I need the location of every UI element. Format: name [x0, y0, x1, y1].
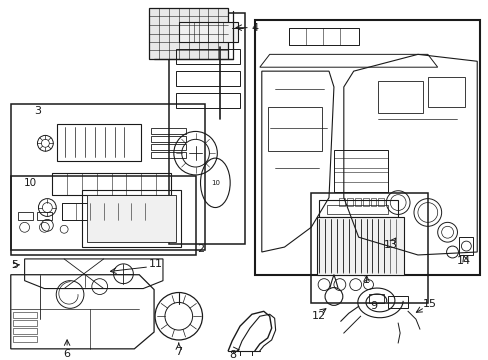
- Bar: [176, 93, 240, 108]
- Bar: [368, 293, 384, 303]
- Text: 10: 10: [210, 180, 220, 186]
- Bar: [149, 8, 228, 59]
- Text: 1: 1: [362, 275, 369, 285]
- Bar: [151, 144, 185, 150]
- Bar: [18, 212, 33, 220]
- Bar: [52, 173, 170, 195]
- Bar: [354, 198, 360, 206]
- Bar: [338, 198, 344, 206]
- Bar: [346, 198, 352, 206]
- Bar: [13, 312, 38, 318]
- Bar: [317, 217, 403, 275]
- Text: 12: 12: [311, 311, 325, 321]
- Bar: [38, 212, 52, 220]
- Bar: [378, 81, 422, 113]
- Bar: [62, 203, 161, 220]
- Text: 8: 8: [229, 350, 236, 360]
- Bar: [427, 77, 465, 107]
- Bar: [319, 200, 397, 217]
- Bar: [13, 336, 38, 342]
- Bar: [333, 158, 387, 168]
- Bar: [151, 152, 185, 158]
- Bar: [326, 204, 387, 215]
- Bar: [82, 190, 181, 247]
- Bar: [168, 13, 244, 244]
- Bar: [57, 123, 141, 161]
- Bar: [254, 20, 479, 275]
- Bar: [310, 193, 427, 303]
- Bar: [378, 198, 384, 206]
- Text: 2: 2: [197, 244, 203, 254]
- Text: 14: 14: [456, 256, 470, 266]
- Text: 5: 5: [11, 260, 18, 270]
- Bar: [176, 49, 240, 64]
- Bar: [362, 198, 368, 206]
- Bar: [267, 107, 322, 151]
- Text: 6: 6: [63, 349, 70, 359]
- Bar: [87, 195, 176, 242]
- Bar: [151, 136, 185, 142]
- Text: 15: 15: [422, 300, 436, 309]
- Bar: [459, 237, 472, 255]
- Text: 7: 7: [175, 347, 182, 357]
- Bar: [13, 328, 38, 334]
- Bar: [151, 129, 185, 134]
- Bar: [11, 176, 195, 255]
- Bar: [179, 22, 238, 41]
- Bar: [333, 172, 387, 182]
- Text: 4: 4: [251, 23, 258, 33]
- Text: 9: 9: [369, 301, 376, 311]
- Bar: [176, 71, 240, 86]
- Bar: [333, 150, 387, 192]
- Bar: [387, 297, 407, 308]
- Text: 10: 10: [24, 178, 37, 188]
- Bar: [11, 104, 205, 250]
- Text: 3: 3: [34, 106, 41, 116]
- Text: 13: 13: [384, 240, 397, 250]
- Bar: [13, 320, 38, 326]
- Text: 11: 11: [149, 259, 163, 269]
- Bar: [370, 198, 376, 206]
- Bar: [289, 28, 358, 45]
